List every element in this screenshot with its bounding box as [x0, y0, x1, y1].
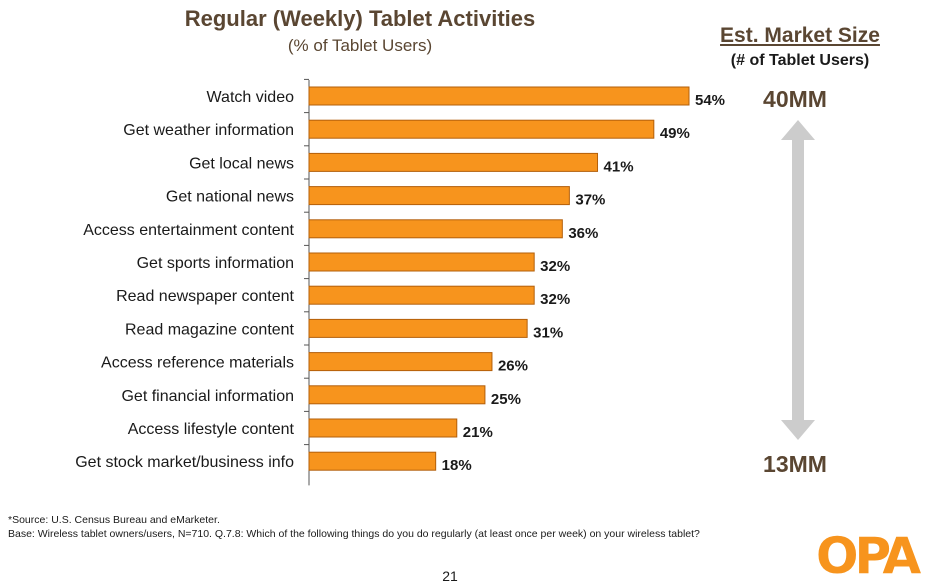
- data-label: 25%: [491, 391, 521, 408]
- category-label: Access reference materials: [101, 355, 294, 372]
- data-label: 54%: [695, 92, 725, 109]
- page-number: 21: [442, 568, 458, 584]
- market-size-subtitle: (# of Tablet Users): [730, 52, 870, 69]
- market-size-low: 13MM: [763, 451, 827, 477]
- category-label: Get stock market/business info: [75, 454, 294, 471]
- category-label: Get weather information: [123, 122, 294, 139]
- bar: [308, 186, 570, 206]
- source-note: *Source: U.S. Census Bureau and eMarkete…: [8, 514, 220, 526]
- category-label: Get financial information: [121, 388, 294, 405]
- bar: [308, 219, 563, 239]
- base-note: Base: Wireless tablet owners/users, N=71…: [8, 528, 700, 540]
- data-label: 32%: [540, 291, 570, 308]
- data-label: 41%: [604, 158, 634, 175]
- data-label: 49%: [660, 125, 690, 142]
- data-label: 31%: [533, 324, 563, 341]
- double-arrow-icon: [781, 120, 815, 440]
- market-size-high: 40MM: [763, 86, 827, 112]
- double-arrow-shape: [781, 120, 815, 440]
- chart-title: Regular (Weekly) Tablet Activities: [184, 6, 536, 31]
- category-label: Get local news: [189, 155, 294, 172]
- bar: [308, 451, 437, 471]
- bar: [308, 418, 458, 438]
- bar: [308, 352, 493, 372]
- data-label: 18%: [442, 457, 472, 474]
- category-label: Watch video: [207, 89, 295, 106]
- category-label: Get national news: [166, 189, 294, 206]
- data-label: 36%: [568, 225, 598, 242]
- market-size-title: Est. Market Size: [720, 24, 880, 47]
- bar-chart: Watch video 54% Get weather information 49%…: [75, 78, 815, 486]
- opa-logo: OPA: [816, 527, 921, 585]
- bar: [308, 86, 690, 106]
- bar: [308, 385, 486, 405]
- bar: [308, 318, 528, 338]
- bar: [308, 119, 655, 139]
- category-label: Access entertainment content: [83, 222, 294, 239]
- bar: [308, 285, 535, 305]
- bar: [308, 152, 599, 172]
- category-label: Get sports information: [137, 255, 294, 272]
- category-label: Read newspaper content: [116, 288, 294, 305]
- data-label: 37%: [575, 192, 605, 209]
- bar: [308, 252, 535, 272]
- data-label: 26%: [498, 358, 528, 375]
- chart-subtitle: (% of Tablet Users): [287, 36, 433, 55]
- data-label: 21%: [463, 424, 493, 441]
- category-label: Access lifestyle content: [128, 421, 295, 438]
- data-label: 32%: [540, 258, 570, 275]
- category-label: Read magazine content: [125, 321, 295, 338]
